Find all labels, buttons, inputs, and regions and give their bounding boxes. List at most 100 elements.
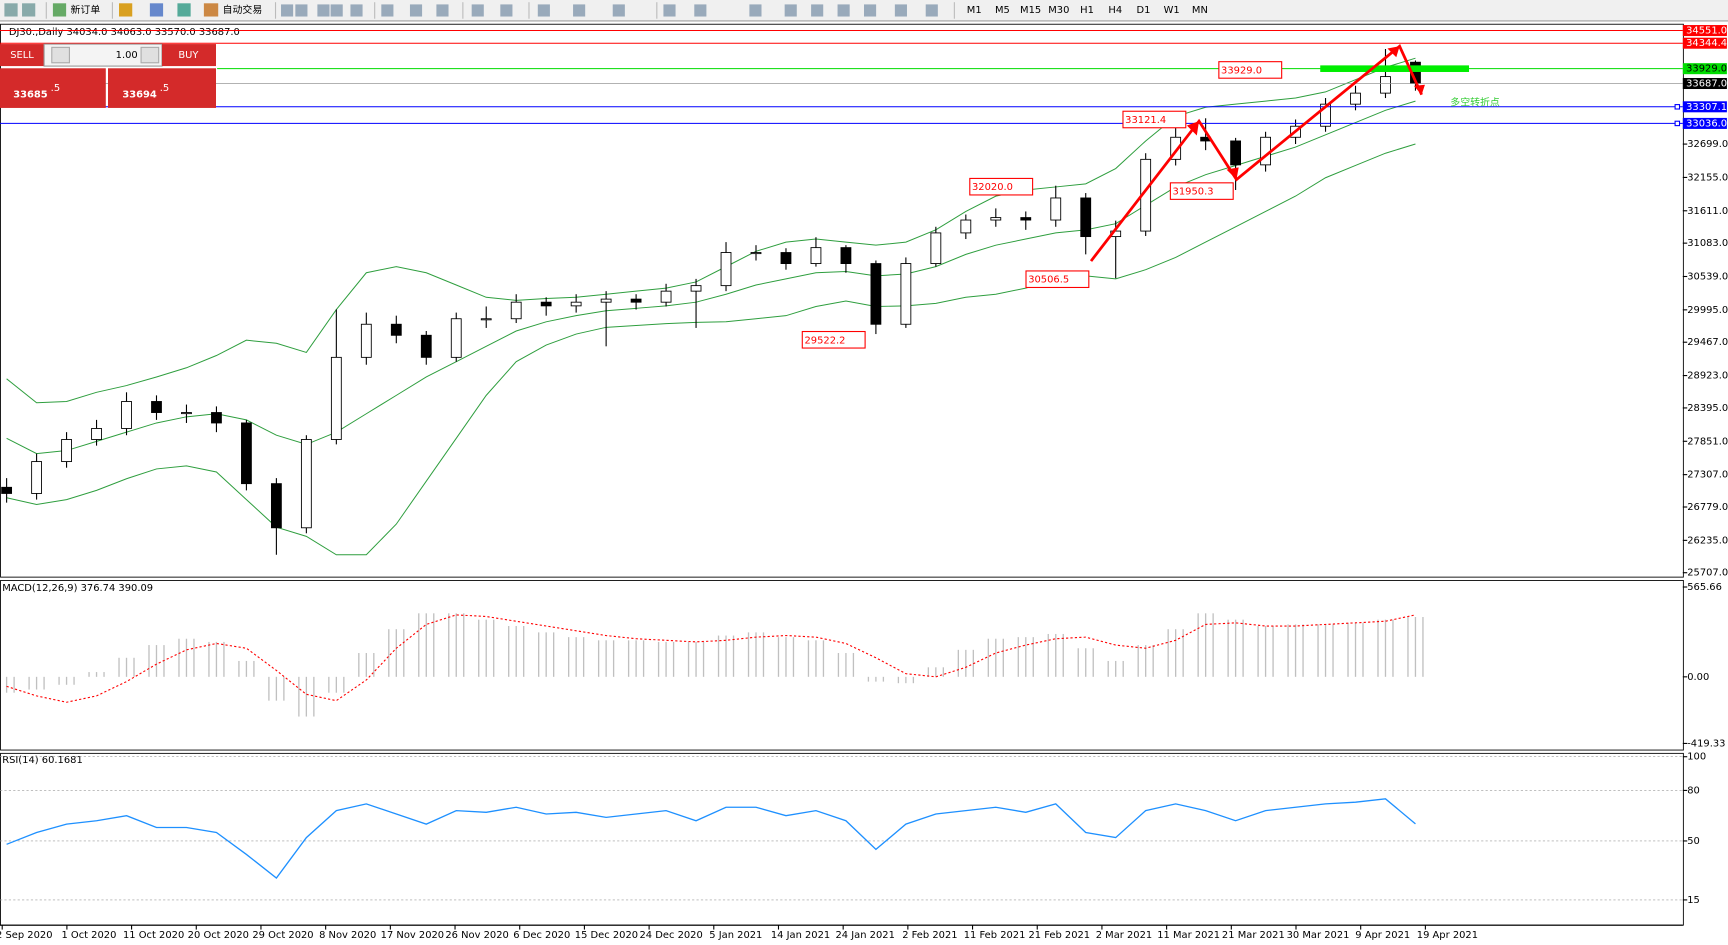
x-tick-label: 2 Sep 2020 xyxy=(0,930,52,941)
pane-frame xyxy=(0,23,1684,578)
candle-body xyxy=(241,422,252,485)
trade-panel: SELL 1.00 BUY 33685 .5 33694 .5 xyxy=(0,43,216,108)
x-tick-label: 5 Jan 2021 xyxy=(709,930,762,941)
y-tick-label: 29995.0 xyxy=(1687,305,1728,316)
level-label: 33929.0 xyxy=(1686,64,1727,75)
icon[interactable] xyxy=(4,3,18,17)
volume-down[interactable] xyxy=(51,46,70,64)
icon[interactable] xyxy=(350,4,363,17)
macd-header: MACD(12,26,9) 376.74 390.09 xyxy=(2,583,153,594)
buy-price[interactable]: 33694 xyxy=(122,90,157,101)
icon[interactable] xyxy=(317,4,330,17)
resistance-zone xyxy=(1320,65,1470,72)
timeframe-button[interactable]: D1 xyxy=(1137,5,1151,16)
level-tag xyxy=(1682,25,1727,37)
y-tick-label: 27851.0 xyxy=(1687,436,1728,447)
y-tick-label: 31611.0 xyxy=(1687,206,1728,217)
timeframe-button[interactable]: H1 xyxy=(1080,5,1094,16)
candle-body xyxy=(1230,140,1242,166)
candle-body xyxy=(540,301,552,307)
icon[interactable] xyxy=(811,4,824,17)
timeframe-button[interactable]: MN xyxy=(1192,5,1208,16)
x-tick-label: 19 Apr 2021 xyxy=(1417,930,1478,941)
timeframe-button[interactable]: M1 xyxy=(967,5,982,16)
macd-signal xyxy=(6,614,1416,703)
annotation-box xyxy=(1218,61,1283,79)
icon[interactable] xyxy=(573,4,586,17)
x-tick-label: 24 Dec 2020 xyxy=(639,930,702,941)
candle-body xyxy=(390,323,402,336)
level-label: 33036.0 xyxy=(1686,118,1727,129)
icon[interactable] xyxy=(295,4,308,17)
candle-body xyxy=(690,285,702,292)
x-tick-label: 11 Mar 2021 xyxy=(1157,930,1220,941)
x-tick-label: 11 Feb 2021 xyxy=(964,930,1026,941)
candle-body xyxy=(1380,76,1391,94)
icon[interactable] xyxy=(119,3,133,17)
icon[interactable] xyxy=(409,4,423,17)
x-tick-label: 8 Nov 2020 xyxy=(319,930,376,941)
icon[interactable] xyxy=(894,4,907,17)
icon[interactable] xyxy=(925,4,938,17)
candle-body xyxy=(181,412,192,415)
timeframe-button[interactable]: M30 xyxy=(1048,5,1069,16)
sell-label[interactable]: SELL xyxy=(10,50,34,61)
icon[interactable] xyxy=(784,4,797,17)
icon[interactable] xyxy=(837,4,850,17)
volume[interactable]: 1.00 xyxy=(116,50,138,61)
annotation-box xyxy=(1122,110,1187,129)
icon[interactable] xyxy=(500,4,513,17)
timeframe-button[interactable]: W1 xyxy=(1164,5,1180,16)
buy-button[interactable] xyxy=(162,44,216,67)
candle-body xyxy=(31,461,42,494)
candle-body xyxy=(510,301,522,320)
arrow-head xyxy=(1413,84,1425,95)
icon[interactable] xyxy=(537,4,550,17)
y-tick-label: 26235.0 xyxy=(1687,535,1728,546)
candle-body xyxy=(300,439,312,529)
icon[interactable] xyxy=(749,4,762,17)
sell-button[interactable] xyxy=(0,44,45,67)
arrow-head xyxy=(1387,46,1400,58)
annotation: 32020.0 xyxy=(972,182,1013,193)
icon[interactable] xyxy=(177,3,191,17)
y-tick-label: 28923.0 xyxy=(1687,371,1728,382)
timeframe-button[interactable]: M15 xyxy=(1020,5,1041,16)
timeframe-button[interactable]: M5 xyxy=(995,5,1010,16)
timeframe-button[interactable]: H4 xyxy=(1108,5,1122,16)
sell-price-box[interactable] xyxy=(0,68,106,108)
candle-body xyxy=(720,252,732,287)
icon[interactable] xyxy=(663,4,676,17)
icon[interactable] xyxy=(22,3,36,17)
icon[interactable] xyxy=(864,4,877,17)
level-handle xyxy=(1674,120,1681,127)
buy-price-box[interactable] xyxy=(108,68,216,108)
x-tick-label: 20 Oct 2020 xyxy=(188,930,249,941)
rsi-line xyxy=(6,798,1416,879)
toolbar-button[interactable]: 自动交易 xyxy=(223,3,263,16)
candle-body xyxy=(900,263,912,325)
y-tick-label: 32155.0 xyxy=(1687,172,1728,183)
icon[interactable] xyxy=(52,3,67,17)
sell-price[interactable]: 33685 xyxy=(13,90,48,101)
toolbar-button[interactable]: 新订单 xyxy=(71,3,101,16)
y-tick-label: -419.33 xyxy=(1687,738,1725,749)
candle-body xyxy=(1170,136,1182,160)
sell-pips[interactable]: .5 xyxy=(51,83,60,94)
candle-body xyxy=(870,263,882,325)
icon[interactable] xyxy=(149,3,164,17)
icon[interactable] xyxy=(381,4,394,17)
x-tick-label: 2 Feb 2021 xyxy=(902,930,957,941)
volume-up[interactable] xyxy=(140,46,160,64)
icon[interactable] xyxy=(281,4,294,17)
icon[interactable] xyxy=(694,4,707,17)
icon[interactable] xyxy=(203,3,219,17)
icon[interactable] xyxy=(471,4,484,17)
icon[interactable] xyxy=(436,4,449,17)
icon[interactable] xyxy=(330,4,343,17)
icon[interactable] xyxy=(612,4,625,17)
level-tag xyxy=(1682,78,1727,90)
buy-pips[interactable]: .5 xyxy=(160,83,169,94)
buy-label[interactable]: BUY xyxy=(178,50,199,61)
